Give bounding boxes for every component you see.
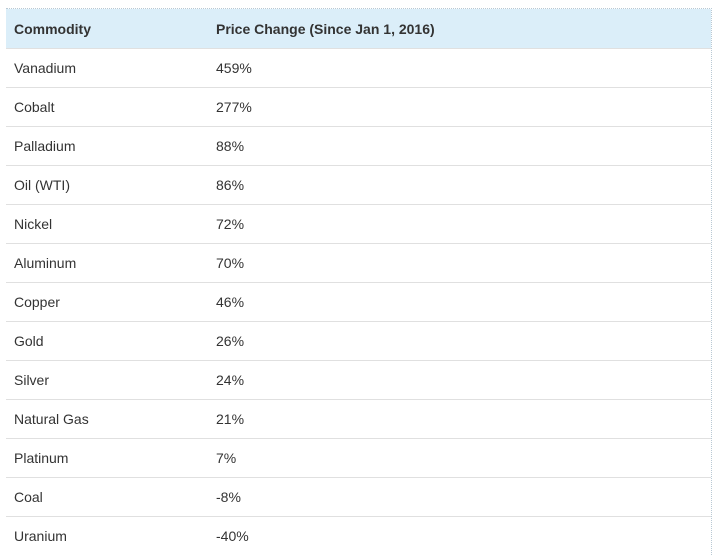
price-change-cell: 277% — [208, 87, 711, 127]
table-row: Nickel 72% — [6, 204, 711, 244]
table-row: Vanadium 459% — [6, 48, 711, 88]
commodity-cell: Silver — [6, 360, 208, 400]
table-row: Palladium 88% — [6, 126, 711, 166]
commodity-cell: Natural Gas — [6, 399, 208, 439]
commodity-cell: Platinum — [6, 438, 208, 478]
price-change-cell: 26% — [208, 321, 711, 361]
table-row: Coal -8% — [6, 477, 711, 517]
price-change-cell: 7% — [208, 438, 711, 478]
commodity-cell: Vanadium — [6, 48, 208, 88]
price-change-cell: 46% — [208, 282, 711, 322]
price-change-cell: 72% — [208, 204, 711, 244]
table-header: Commodity Price Change (Since Jan 1, 201… — [6, 9, 711, 49]
commodity-cell: Nickel — [6, 204, 208, 244]
header-cell: Price Change (Since Jan 1, 2016) — [208, 9, 711, 49]
header-cell: Commodity — [6, 9, 208, 49]
commodity-cell: Gold — [6, 321, 208, 361]
price-change-cell: -8% — [208, 477, 711, 517]
price-change-cell: 459% — [208, 48, 711, 88]
commodity-cell: Copper — [6, 282, 208, 322]
commodity-cell: Cobalt — [6, 87, 208, 127]
table-body: Vanadium 459% Cobalt 277% Palladium 88% Oil (W… — [6, 48, 711, 555]
commodity-cell: Palladium — [6, 126, 208, 166]
table-row: Oil (WTI) 86% — [6, 165, 711, 205]
price-change-cell: 21% — [208, 399, 711, 439]
table-container: Commodity Price Change (Since Jan 1, 201… — [6, 8, 712, 555]
table-row: Aluminum 70% — [6, 243, 711, 283]
table-row: Gold 26% — [6, 321, 711, 361]
commodity-cell: Uranium — [6, 516, 208, 555]
table-row: Natural Gas 21% — [6, 399, 711, 439]
table-row: Silver 24% — [6, 360, 711, 400]
header-row: Commodity Price Change (Since Jan 1, 201… — [6, 9, 711, 49]
price-change-cell: 24% — [208, 360, 711, 400]
table-row: Uranium -40% — [6, 516, 711, 555]
table-row: Cobalt 277% — [6, 87, 711, 127]
price-change-cell: 88% — [208, 126, 711, 166]
table-row: Platinum 7% — [6, 438, 711, 478]
price-change-cell: -40% — [208, 516, 711, 555]
price-change-cell: 70% — [208, 243, 711, 283]
table-row: Copper 46% — [6, 282, 711, 322]
commodity-table: Commodity Price Change (Since Jan 1, 201… — [6, 9, 711, 555]
commodity-cell: Oil (WTI) — [6, 165, 208, 205]
price-change-cell: 86% — [208, 165, 711, 205]
commodity-cell: Coal — [6, 477, 208, 517]
commodity-cell: Aluminum — [6, 243, 208, 283]
